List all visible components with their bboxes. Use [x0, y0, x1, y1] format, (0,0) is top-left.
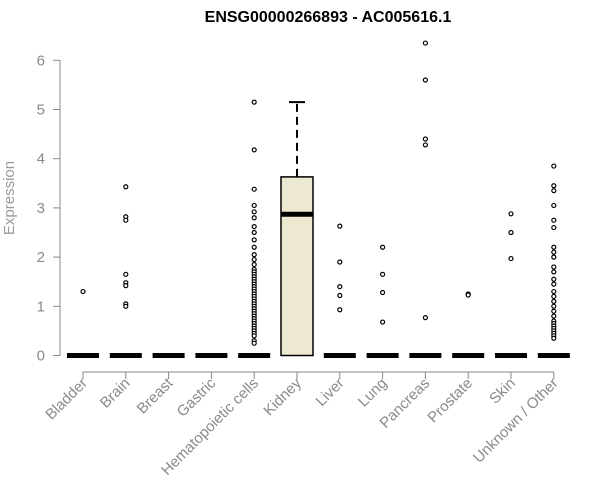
outlier-point	[251, 261, 257, 268]
outlier-point	[551, 264, 557, 270]
outlier-point	[123, 271, 129, 277]
x-tick-label: Brain	[97, 375, 134, 412]
outlier-point	[337, 307, 343, 313]
outlier-point	[251, 237, 257, 243]
box-group	[67, 288, 99, 358]
outlier-point	[508, 211, 514, 217]
x-tick-label: Kidney	[260, 374, 305, 419]
box-group	[495, 211, 527, 358]
box	[280, 176, 314, 357]
outlier-point	[551, 269, 557, 275]
outlier-point	[551, 276, 557, 282]
outlier-point	[251, 256, 257, 263]
outlier-point	[551, 183, 557, 189]
outlier-point	[551, 293, 557, 300]
outlier-point	[508, 255, 514, 262]
outlier-point	[551, 281, 557, 287]
outlier-point	[551, 244, 557, 250]
outlier-point	[251, 202, 257, 209]
outlier-point	[551, 308, 557, 314]
outlier-point	[508, 229, 514, 236]
plot-area	[67, 40, 570, 358]
outlier-point	[123, 184, 129, 190]
outlier-point	[551, 202, 557, 209]
y-tick-label: 6	[37, 52, 45, 69]
outlier-point	[251, 147, 257, 153]
y-tick-label: 5	[37, 102, 45, 119]
y-tick-label: 1	[37, 298, 45, 315]
outlier-point	[422, 40, 428, 46]
box-group	[323, 223, 356, 358]
outlier-point	[422, 315, 428, 321]
outlier-point	[251, 252, 257, 258]
y-axis-label: Expression	[1, 161, 18, 235]
outlier-point	[551, 303, 557, 309]
outlier-point	[251, 99, 257, 105]
x-tick-label: Lung	[355, 375, 391, 411]
box-group	[452, 291, 485, 358]
outlier-point	[123, 217, 129, 223]
y-axis: 0 1 2 3 4 5 6	[37, 52, 61, 365]
box-group	[238, 99, 271, 358]
outlier-point	[551, 313, 557, 319]
outlier-point	[465, 292, 471, 298]
outlier-point	[551, 335, 557, 341]
outlier-point	[251, 215, 257, 221]
outlier-point	[251, 229, 257, 236]
outlier-point	[123, 303, 129, 309]
outlier-point	[337, 259, 343, 265]
box-group	[280, 101, 314, 357]
chart-title: ENSG00000266893 - AC005616.1	[205, 9, 452, 26]
x-tick-label: Breast	[134, 374, 177, 417]
x-tick-label: Prostate	[424, 375, 476, 427]
outlier-point	[380, 289, 386, 296]
box-group	[366, 244, 399, 358]
y-tick-label: 2	[37, 249, 45, 266]
box-group	[409, 40, 442, 358]
outlier-point	[337, 284, 343, 290]
y-tick-label: 3	[37, 200, 45, 217]
outlier-point	[251, 333, 257, 339]
outlier-point	[551, 163, 557, 169]
x-tick-label: Liver	[313, 375, 348, 410]
outlier-point	[337, 292, 343, 299]
outlier-point	[380, 271, 386, 277]
y-tick-label: 0	[37, 348, 45, 365]
outlier-point	[551, 298, 557, 304]
box-group	[109, 184, 142, 358]
outlier-point	[422, 77, 428, 83]
outlier-point	[551, 254, 557, 260]
outlier-point	[251, 244, 257, 250]
box-group	[537, 163, 570, 358]
outlier-point	[251, 186, 257, 192]
outlier-point	[251, 223, 257, 230]
outlier-point	[251, 340, 257, 346]
outlier-point	[80, 288, 86, 295]
outlier-point	[551, 217, 557, 223]
outlier-point	[251, 209, 257, 215]
y-tick-label: 4	[37, 151, 45, 168]
outlier-point	[422, 136, 428, 142]
x-tick-label: Skin	[486, 375, 519, 408]
outlier-point	[123, 283, 129, 289]
outlier-point	[551, 188, 557, 194]
outlier-point	[337, 223, 343, 229]
outlier-point	[422, 142, 428, 148]
x-tick-label: Bladder	[42, 375, 91, 424]
outlier-point	[380, 244, 386, 250]
outlier-point	[551, 224, 557, 231]
outlier-point	[551, 288, 557, 295]
outlier-point	[551, 249, 557, 255]
outlier-point	[380, 319, 386, 325]
